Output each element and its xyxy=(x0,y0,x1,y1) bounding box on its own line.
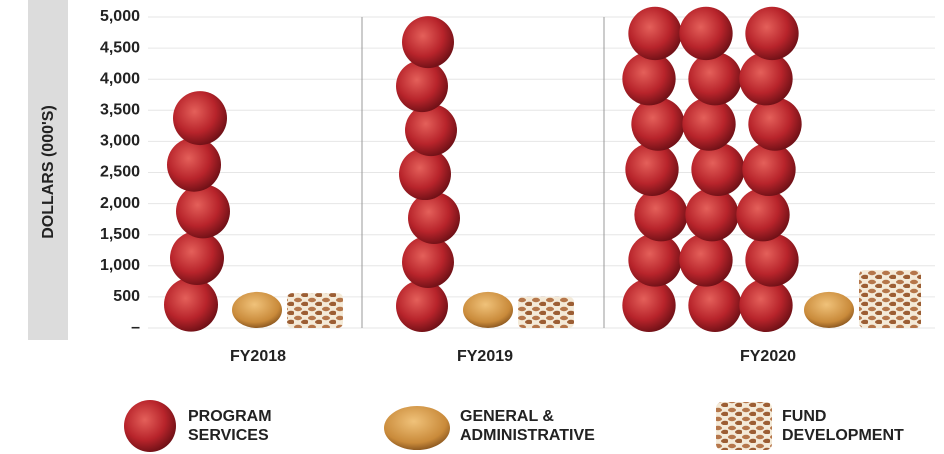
x-tick-label: FY2020 xyxy=(740,348,796,365)
apple-stack xyxy=(622,7,801,332)
y-tick-label: 1,500 xyxy=(100,226,140,243)
apple xyxy=(622,279,675,332)
apple xyxy=(634,188,687,241)
legend-item: GENERAL & ADMINISTRATIVE xyxy=(382,398,610,454)
almonds xyxy=(287,293,343,328)
apple xyxy=(745,7,798,60)
apple xyxy=(688,52,741,105)
y-tick-label: 4,500 xyxy=(100,39,140,56)
page: DOLLARS (000'S) – 500 1,000 1,500 2,000 2,500… xyxy=(0,0,944,453)
bread xyxy=(463,292,513,328)
apple xyxy=(685,188,738,241)
apple xyxy=(405,104,457,156)
almonds xyxy=(518,297,574,328)
chart: DOLLARS (000'S) – 500 1,000 1,500 2,000 2,500… xyxy=(0,0,944,390)
y-tick-label: 3,500 xyxy=(100,102,140,119)
apple xyxy=(745,233,798,286)
apple xyxy=(628,233,681,286)
x-tick-label: FY2019 xyxy=(457,348,513,365)
apple xyxy=(402,16,454,68)
apple xyxy=(679,7,732,60)
y-tick-label: 3,000 xyxy=(100,133,140,150)
legend-label: GENERAL & ADMINISTRATIVE xyxy=(460,407,610,445)
apple xyxy=(170,231,224,285)
apple-stack xyxy=(396,16,460,332)
x-tick-label: FY2018 xyxy=(230,348,286,365)
apple xyxy=(173,91,227,145)
y-tick-label: 5,000 xyxy=(100,8,140,25)
apple xyxy=(622,52,675,105)
apple xyxy=(396,280,448,332)
apple xyxy=(396,60,448,112)
legend-label: FUND DEVELOPMENT xyxy=(782,407,922,445)
almonds xyxy=(859,270,921,328)
apple xyxy=(679,233,732,286)
apple xyxy=(631,97,684,150)
apple xyxy=(408,192,460,244)
apple xyxy=(167,138,221,192)
y-tick-label: 4,000 xyxy=(100,70,140,87)
apple xyxy=(691,143,744,196)
apple xyxy=(628,7,681,60)
apple xyxy=(739,279,792,332)
legend-icon xyxy=(714,398,774,454)
y-tick-label: 2,000 xyxy=(100,195,140,212)
apple-stack xyxy=(164,91,230,332)
apple xyxy=(742,143,795,196)
apple xyxy=(176,184,230,238)
y-tick-label: 2,500 xyxy=(100,164,140,181)
apple xyxy=(399,148,451,200)
y-tick-label: – xyxy=(131,319,140,336)
y-tick-label: 500 xyxy=(113,288,140,305)
apple xyxy=(402,236,454,288)
bread xyxy=(232,292,282,328)
apple xyxy=(682,97,735,150)
legend-label: PROGRAM SERVICES xyxy=(188,407,298,445)
y-axis-title: DOLLARS (000'S) xyxy=(40,105,57,239)
legend-item: PROGRAM SERVICES xyxy=(120,398,298,454)
bread xyxy=(804,292,854,328)
apple xyxy=(736,188,789,241)
apple xyxy=(688,279,741,332)
apple xyxy=(748,97,801,150)
y-tick-label: 1,000 xyxy=(100,257,140,274)
legend-icon xyxy=(120,398,180,454)
legend-item: FUND DEVELOPMENT xyxy=(714,398,922,454)
apple xyxy=(164,278,218,332)
apple xyxy=(625,143,678,196)
apple xyxy=(739,52,792,105)
legend-icon xyxy=(382,398,452,454)
